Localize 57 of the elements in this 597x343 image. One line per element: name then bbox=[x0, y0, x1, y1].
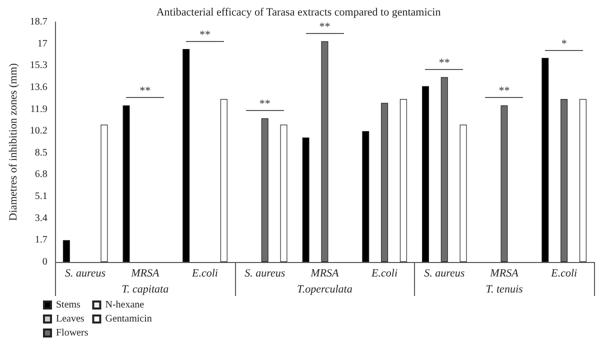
bar bbox=[302, 138, 310, 262]
bar bbox=[122, 105, 130, 262]
bar bbox=[182, 48, 190, 262]
bar bbox=[100, 124, 108, 262]
y-tick-label: 5.1 bbox=[34, 191, 48, 202]
significance-bracket: ** bbox=[186, 30, 224, 42]
text: T. capitata bbox=[122, 284, 170, 296]
bar bbox=[422, 86, 429, 262]
bar bbox=[261, 118, 268, 262]
x-tick-label: E.coli bbox=[191, 268, 218, 280]
bar bbox=[579, 99, 586, 262]
y-tick-label: 13.6 bbox=[30, 82, 48, 93]
significance-bracket: ** bbox=[126, 86, 164, 98]
bar bbox=[381, 102, 388, 262]
legend-label: Gentamicin bbox=[105, 314, 152, 324]
bar bbox=[400, 99, 407, 262]
x-tick-label: MRSA bbox=[489, 268, 519, 280]
x-tick-label: S. aureus bbox=[65, 268, 106, 280]
y-tick-label: 6.8 bbox=[34, 169, 48, 180]
text: T.operculata bbox=[297, 284, 353, 296]
bar bbox=[220, 99, 228, 262]
y-tick-label: 8.5 bbox=[34, 147, 48, 158]
bar bbox=[62, 240, 70, 262]
y-tick-label: 17 bbox=[37, 38, 48, 50]
significance-bracket: ** bbox=[485, 86, 524, 98]
y-tick-label: 11.9 bbox=[30, 104, 48, 115]
bar bbox=[560, 99, 568, 262]
y-tick-label: 18.7 bbox=[30, 16, 48, 28]
bar bbox=[321, 41, 328, 262]
significance-bracket: * bbox=[545, 38, 584, 51]
bar bbox=[500, 105, 508, 262]
x-tick-label: E.coli bbox=[370, 268, 398, 280]
bar bbox=[542, 58, 549, 262]
chart-title: Antibacterial efficacy of Tarasa extracts compared to gentamicin bbox=[156, 6, 442, 18]
bar bbox=[440, 77, 448, 262]
bar bbox=[280, 124, 288, 262]
legend-label: N-hexane bbox=[105, 300, 145, 310]
x-tick-label: E.coli bbox=[550, 268, 578, 280]
y-tick-label: 0 bbox=[42, 256, 48, 268]
bar bbox=[362, 131, 370, 262]
legend-label: Flowers bbox=[56, 328, 88, 338]
x-tick-label: MRSA bbox=[310, 268, 340, 280]
text: T. tenuis bbox=[486, 284, 523, 296]
y-tick-label: 10.2 bbox=[30, 126, 48, 137]
significance-bracket: ** bbox=[306, 22, 344, 34]
x-tick-label: MRSA bbox=[130, 268, 160, 280]
significance-bracket: ** bbox=[246, 99, 284, 112]
bar bbox=[460, 124, 467, 262]
y-axis-title: Diametres of inhibition zones (mm) bbox=[8, 62, 20, 221]
legend-label: Leaves bbox=[56, 314, 84, 324]
y-tick-label: 15.3 bbox=[30, 60, 48, 72]
y-tick-label: 3.4 bbox=[34, 212, 48, 224]
significance-bracket: ** bbox=[425, 58, 464, 70]
y-tick-label: 1.7 bbox=[34, 234, 48, 246]
legend-label: Stems bbox=[56, 300, 81, 310]
x-tick-label: S. aureus bbox=[424, 268, 465, 280]
x-tick-label: S. aureus bbox=[244, 268, 286, 280]
